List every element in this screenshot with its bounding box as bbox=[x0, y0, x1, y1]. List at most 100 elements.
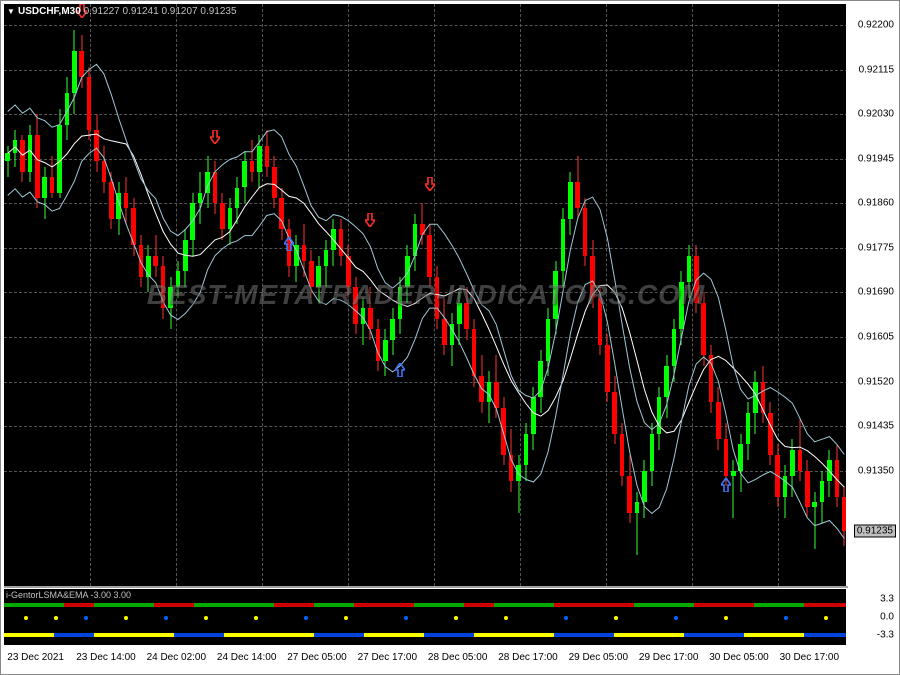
candle bbox=[361, 298, 366, 345]
indicator-segment bbox=[274, 603, 314, 607]
candle bbox=[139, 235, 144, 287]
indicator-dot bbox=[784, 616, 788, 620]
candle bbox=[835, 444, 840, 507]
ohlc-values: 0.91227 0.91241 0.91207 0.91235 bbox=[84, 6, 237, 17]
candle bbox=[635, 492, 640, 555]
candle bbox=[709, 345, 714, 413]
candle bbox=[265, 130, 270, 177]
time-tick: 30 Dec 05:00 bbox=[709, 652, 769, 663]
candle bbox=[390, 308, 395, 355]
indicator-segment bbox=[494, 603, 554, 607]
candle bbox=[28, 125, 33, 183]
candle bbox=[168, 277, 173, 329]
indicator-dot bbox=[204, 616, 208, 620]
candle bbox=[87, 67, 92, 140]
candle bbox=[598, 287, 603, 355]
panel-separator[interactable] bbox=[4, 586, 848, 588]
indicator-dot bbox=[674, 616, 678, 620]
candle bbox=[176, 261, 181, 298]
candle bbox=[827, 450, 832, 497]
time-tick: 24 Dec 14:00 bbox=[217, 652, 277, 663]
candle bbox=[783, 465, 788, 517]
candle bbox=[109, 172, 114, 230]
candle bbox=[124, 177, 129, 224]
indicator-segment bbox=[154, 603, 194, 607]
candle bbox=[524, 423, 529, 481]
indicator-dot bbox=[54, 616, 58, 620]
candle bbox=[398, 277, 403, 335]
time-tick: 28 Dec 05:00 bbox=[428, 652, 488, 663]
price-tick: 0.91350 bbox=[858, 465, 894, 476]
candle bbox=[346, 245, 351, 297]
candle bbox=[672, 319, 677, 382]
time-tick: 23 Dec 2021 bbox=[7, 652, 64, 663]
candle bbox=[94, 114, 99, 172]
candle bbox=[72, 30, 77, 114]
indicator-segment bbox=[94, 603, 154, 607]
candle bbox=[516, 455, 521, 513]
indicator-panel[interactable]: i-GentorLSMA&EMA -3.00 3.00 bbox=[4, 589, 848, 645]
candle bbox=[213, 161, 218, 213]
indicator-dot bbox=[824, 616, 828, 620]
candle bbox=[627, 455, 632, 523]
indicator-segment bbox=[754, 603, 804, 607]
indicator-axis: 3.3 0.0 -3.3 bbox=[846, 589, 896, 645]
candle bbox=[279, 188, 284, 240]
time-axis: 23 Dec 202123 Dec 14:0024 Dec 02:0024 De… bbox=[4, 646, 848, 671]
candle bbox=[812, 492, 817, 550]
indicator-dot bbox=[404, 616, 408, 620]
candle bbox=[553, 261, 558, 334]
candle bbox=[65, 77, 70, 140]
candle bbox=[694, 245, 699, 313]
candle bbox=[205, 156, 210, 208]
indicator-segment bbox=[54, 633, 94, 637]
chart-menu-triangle[interactable]: ▼ bbox=[7, 7, 15, 16]
indicator-dot bbox=[344, 616, 348, 620]
price-tick: 0.91690 bbox=[858, 287, 894, 298]
candle bbox=[479, 355, 484, 413]
candle bbox=[731, 460, 736, 518]
candle bbox=[20, 135, 25, 182]
candle bbox=[716, 387, 721, 450]
indicator-segment bbox=[174, 633, 224, 637]
candle bbox=[487, 371, 492, 423]
price-chart[interactable]: ▼ USDCHF,M30 0.91227 0.91241 0.91207 0.9… bbox=[4, 4, 848, 586]
indicator-tick: -3.3 bbox=[877, 630, 894, 641]
candle bbox=[761, 366, 766, 424]
candle bbox=[35, 114, 40, 208]
candle bbox=[464, 287, 469, 339]
time-tick: 27 Dec 05:00 bbox=[287, 652, 347, 663]
candle bbox=[768, 402, 773, 465]
candle bbox=[420, 203, 425, 245]
candle bbox=[376, 319, 381, 371]
indicator-tick: 0.0 bbox=[880, 612, 894, 623]
time-tick: 24 Dec 02:00 bbox=[147, 652, 207, 663]
candle bbox=[146, 245, 151, 292]
candle bbox=[131, 198, 136, 256]
indicator-dot bbox=[164, 616, 168, 620]
indicator-segment bbox=[804, 633, 848, 637]
indicator-dot bbox=[24, 616, 28, 620]
sell-arrow-icon bbox=[365, 213, 375, 227]
chart-frame: ▼ USDCHF,M30 0.91227 0.91241 0.91207 0.9… bbox=[0, 0, 900, 675]
time-tick: 27 Dec 17:00 bbox=[358, 652, 418, 663]
candle bbox=[575, 156, 580, 219]
indicator-tick: 3.3 bbox=[880, 594, 894, 605]
last-price-box: 0.91235 bbox=[854, 524, 896, 537]
indicator-segment bbox=[4, 603, 64, 607]
candle bbox=[250, 140, 255, 182]
indicator-segment bbox=[804, 603, 848, 607]
chart-header: USDCHF,M30 0.91227 0.91241 0.91207 0.912… bbox=[18, 6, 237, 17]
candle bbox=[450, 313, 455, 365]
time-tick: 29 Dec 05:00 bbox=[569, 652, 629, 663]
indicator-dot bbox=[84, 616, 88, 620]
candle bbox=[805, 460, 810, 518]
candle bbox=[183, 229, 188, 287]
candle bbox=[42, 167, 47, 219]
indicator-dot bbox=[304, 616, 308, 620]
candle bbox=[294, 235, 299, 282]
candle bbox=[561, 208, 566, 287]
candle bbox=[272, 156, 277, 208]
candle bbox=[472, 319, 477, 387]
candle bbox=[738, 434, 743, 492]
